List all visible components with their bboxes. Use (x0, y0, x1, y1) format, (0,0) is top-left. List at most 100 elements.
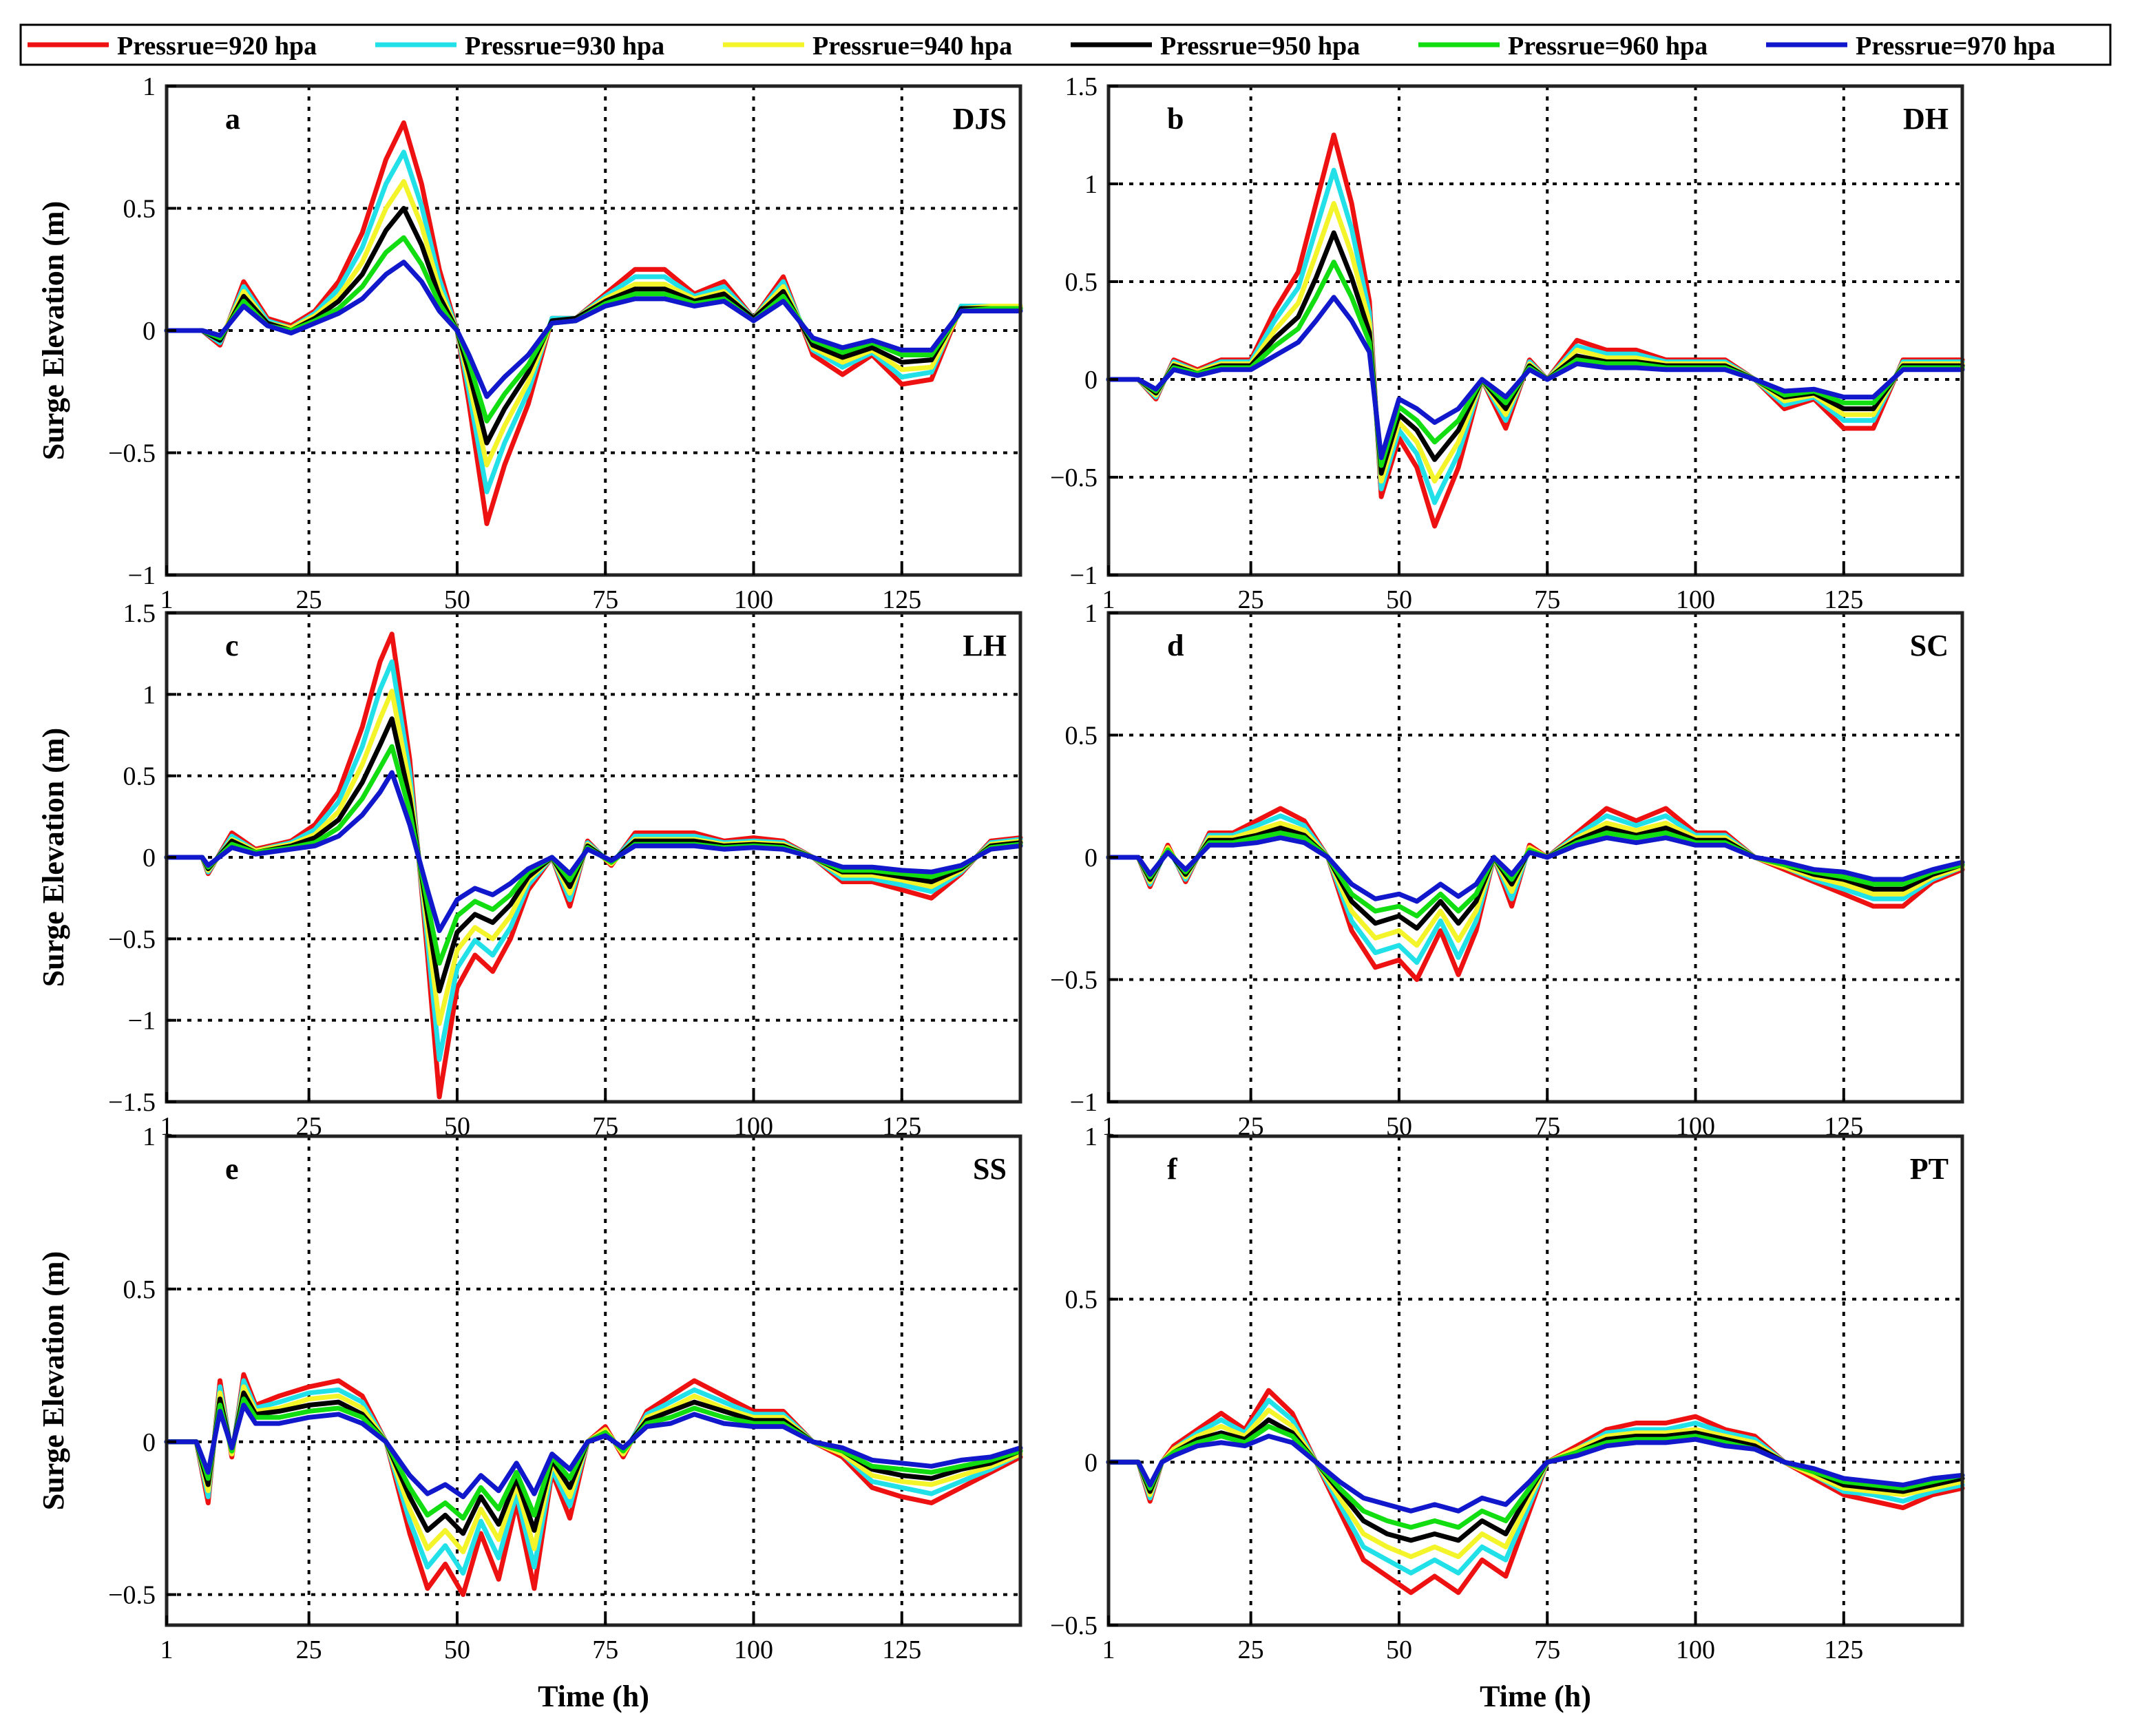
x-tick-label: 75 (592, 1635, 618, 1664)
series-line-940hpa (1106, 200, 1965, 484)
y-tick-label: 0.5 (123, 1275, 156, 1304)
y-tick-label: −0.5 (108, 439, 156, 468)
x-axis-label: Time (h) (1480, 1680, 1591, 1713)
y-axis-label: Surge Elevation (m) (36, 728, 70, 987)
legend: Pressrue=920 hpa Pressrue=930 hpa Pressrue… (19, 23, 2112, 66)
y-tick-label: 1 (143, 72, 156, 101)
y-tick-label: 1 (143, 680, 156, 709)
x-tick-label: 100 (734, 585, 773, 614)
series-line-930hpa (1106, 167, 1965, 505)
y-tick-label: −1 (1070, 561, 1098, 590)
x-tick-label: 25 (1238, 1635, 1264, 1664)
y-tick-label: 1 (1084, 170, 1098, 199)
y-tick-label: 0.5 (123, 762, 156, 791)
y-tick-label: 1.5 (123, 599, 156, 628)
plot-frame (1106, 84, 1964, 577)
series-line-950hpa (164, 716, 1023, 994)
y-tick-label: −0.5 (108, 1581, 156, 1610)
y-tick-label: −1 (128, 561, 156, 590)
chart-panel-c: 1 25 50 75 100 125−1.5−1−0.500.511.5c LHSurge … (36, 599, 1023, 1141)
x-tick-label: 125 (1824, 585, 1863, 614)
x-tick-label: 1 (1102, 1635, 1115, 1664)
station-label: DJS (953, 102, 1007, 136)
y-axis-label: Surge Elevation (m) (36, 1251, 70, 1510)
x-tick-label: 1 (160, 585, 174, 614)
x-tick-label: 25 (296, 1635, 322, 1664)
panel-letter: f (1167, 1152, 1178, 1186)
panel-letter: e (225, 1152, 239, 1186)
series-line-950hpa (1106, 230, 1965, 476)
legend-label: Pressrue=960 hpa (1508, 32, 1708, 61)
x-tick-label: 50 (444, 1635, 470, 1664)
station-label: LH (963, 629, 1007, 662)
y-tick-label: 0.5 (1065, 1286, 1098, 1315)
series-line-930hpa (164, 659, 1023, 1062)
x-tick-label: 75 (1534, 585, 1560, 614)
y-tick-label: 1 (1084, 1122, 1098, 1151)
y-tick-label: −0.5 (108, 925, 156, 954)
series-line-970hpa (164, 770, 1023, 933)
series-line-960hpa (164, 744, 1023, 966)
legend-label: Pressrue=970 hpa (1856, 32, 2055, 61)
panel-letter: d (1167, 629, 1184, 662)
y-tick-label: 0.5 (1065, 268, 1098, 297)
x-tick-label: 125 (1824, 1635, 1863, 1664)
x-tick-label: 75 (592, 585, 618, 614)
y-tick-label: 0 (143, 317, 156, 346)
series-line-920hpa (1106, 132, 1965, 529)
series-line-970hpa (1106, 295, 1965, 461)
x-tick-label: 50 (444, 585, 470, 614)
chart-panel-b: 1 25 50 75 100 125−1−0.500.511.5b DH (1050, 72, 1965, 614)
y-tick-label: −1.5 (108, 1088, 156, 1117)
legend-label: Pressrue=940 hpa (812, 32, 1012, 61)
y-tick-label: −0.5 (1050, 966, 1098, 995)
plot-frame (165, 1134, 1022, 1627)
y-tick-label: −0.5 (1050, 463, 1098, 492)
panel-letter: b (1167, 102, 1184, 136)
y-tick-label: 1.5 (1065, 72, 1098, 101)
series-line-970hpa (1106, 835, 1965, 904)
station-label: DH (1903, 102, 1949, 136)
chart-panel-d: 1 25 50 75 100 125−1−0.500.51d SC (1050, 599, 1965, 1141)
x-tick-label: 1 (1102, 1112, 1115, 1141)
y-tick-label: 0 (143, 1428, 156, 1457)
y-tick-label: −1 (1070, 1088, 1098, 1117)
y-tick-label: −1 (128, 1007, 156, 1036)
series-line-970hpa (1106, 1434, 1965, 1514)
legend-label: Pressrue=920 hpa (117, 32, 317, 61)
x-tick-label: 125 (882, 585, 921, 614)
series-line-970hpa (164, 1403, 1023, 1500)
x-tick-label: 100 (1676, 1635, 1715, 1664)
x-tick-label: 100 (734, 1635, 773, 1664)
panel-letter: a (225, 102, 240, 136)
plot-frame (1106, 1134, 1964, 1627)
legend-label: Pressrue=930 hpa (465, 32, 664, 61)
x-tick-label: 50 (1386, 585, 1412, 614)
x-tick-label: 50 (1386, 1635, 1412, 1664)
x-tick-label: 25 (296, 585, 322, 614)
y-tick-label: 0.5 (123, 195, 156, 224)
y-tick-label: 0 (1084, 366, 1098, 395)
y-tick-label: 1 (143, 1122, 156, 1151)
y-tick-label: 0 (1084, 844, 1098, 872)
x-tick-label: 1 (160, 1112, 174, 1141)
x-tick-label: 1 (160, 1635, 174, 1664)
y-axis-label: Surge Elevation (m) (36, 201, 70, 460)
x-axis-label: Time (h) (538, 1680, 649, 1713)
y-tick-label: 0 (1084, 1448, 1098, 1477)
panel-letter: c (225, 629, 239, 662)
station-label: SS (973, 1152, 1007, 1186)
x-tick-label: 75 (1534, 1635, 1560, 1664)
y-tick-label: −0.5 (1050, 1611, 1098, 1640)
station-label: PT (1910, 1152, 1949, 1186)
series-line-960hpa (164, 1397, 1023, 1521)
x-tick-label: 100 (1676, 585, 1715, 614)
x-tick-label: 25 (1238, 585, 1264, 614)
legend-label: Pressrue=950 hpa (1160, 32, 1360, 61)
station-label: SC (1910, 629, 1949, 662)
x-tick-label: 125 (882, 1635, 921, 1664)
